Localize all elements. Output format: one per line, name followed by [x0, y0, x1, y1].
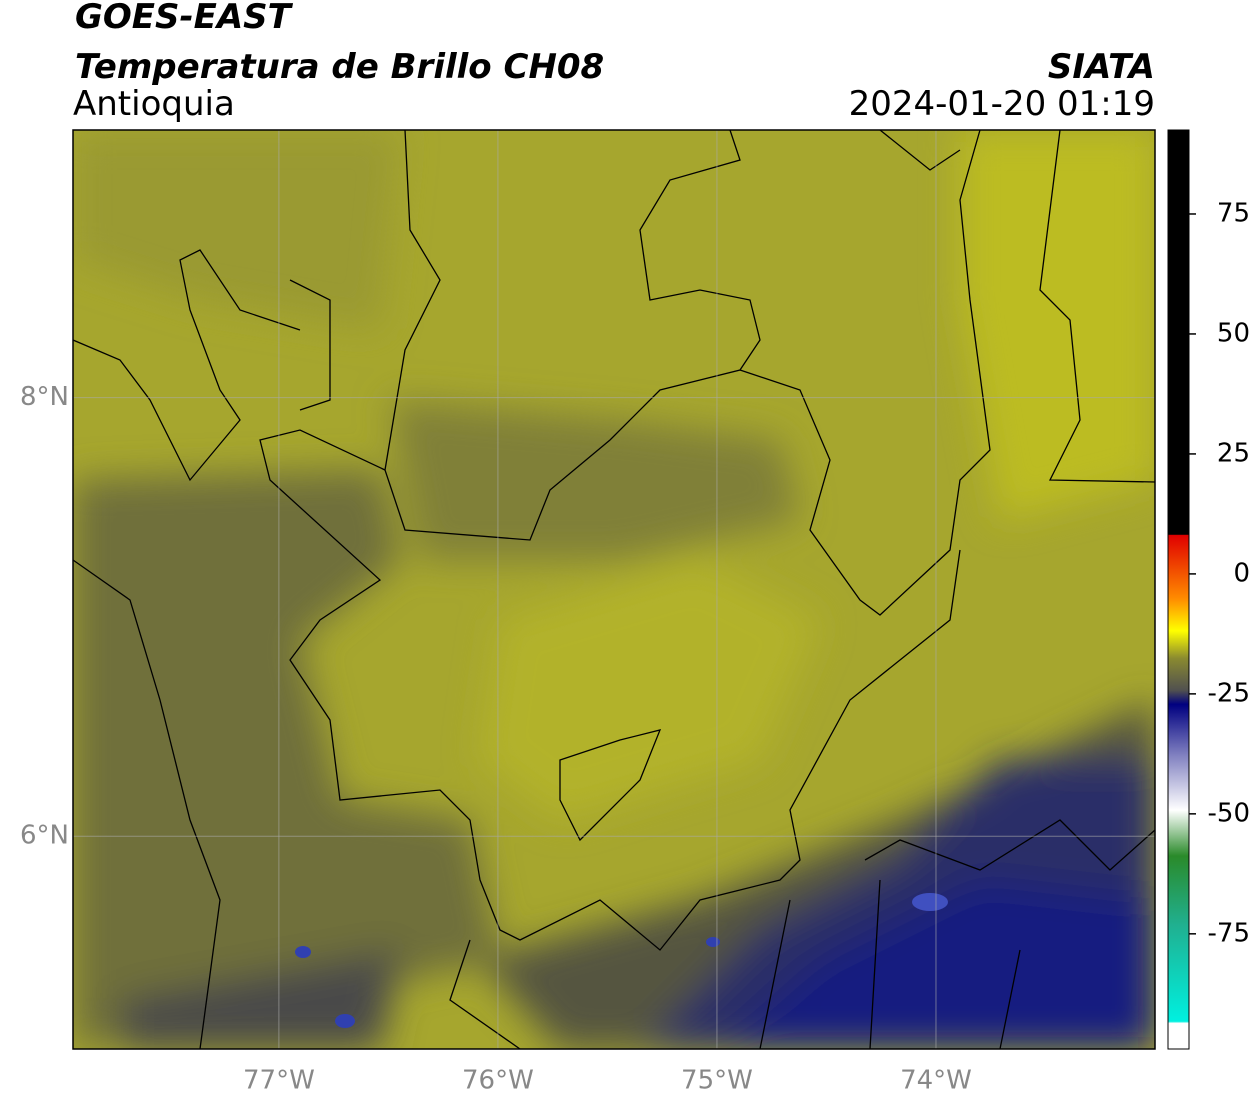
lon-tick-label: 77°W	[243, 1066, 315, 1096]
map-frame	[72, 129, 1156, 1050]
colorbar-tick-label: -75	[1208, 918, 1250, 948]
subtitle: Temperatura de Brillo CH08	[75, 47, 604, 87]
lat-tick-label: 6°N	[20, 821, 69, 851]
map-field	[73, 130, 1155, 1049]
colorbar-tick-label: 50	[1217, 318, 1250, 348]
graticule	[73, 130, 1155, 1049]
colorbar-tick-label: -25	[1208, 678, 1250, 708]
title: GOES-EAST	[75, 0, 294, 37]
lat-tick-label: 8°N	[20, 382, 69, 412]
region: Antioquia	[73, 84, 235, 124]
colorbar-tick-label: 0	[1233, 558, 1250, 588]
lon-tick-label: 76°W	[462, 1066, 534, 1096]
lon-tick-label: 74°W	[900, 1066, 972, 1096]
source: SIATA	[1048, 47, 1155, 87]
lon-tick-label: 75°W	[681, 1066, 753, 1096]
colorbar	[1167, 129, 1190, 1050]
colorbar-tick-label: 25	[1217, 438, 1250, 468]
colorbar-tick-label: 75	[1217, 198, 1250, 228]
colorbar-tick-label: -50	[1208, 798, 1250, 828]
datetime: 2024-01-20 01:19	[849, 84, 1155, 124]
